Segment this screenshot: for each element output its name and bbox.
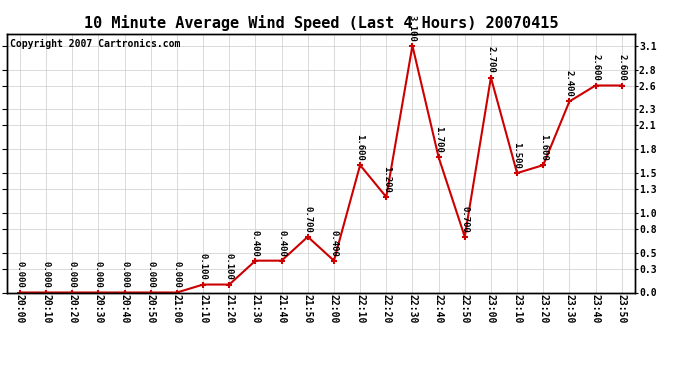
Text: 0.000: 0.000 xyxy=(146,261,155,288)
Text: 3.100: 3.100 xyxy=(408,15,417,42)
Text: 0.100: 0.100 xyxy=(225,254,234,280)
Text: 2.600: 2.600 xyxy=(618,54,627,81)
Text: 2.600: 2.600 xyxy=(591,54,600,81)
Text: 0.000: 0.000 xyxy=(41,261,50,288)
Text: 0.000: 0.000 xyxy=(15,261,24,288)
Text: 1.600: 1.600 xyxy=(539,134,548,161)
Text: Copyright 2007 Cartronics.com: Copyright 2007 Cartronics.com xyxy=(10,39,180,49)
Text: 0.400: 0.400 xyxy=(277,230,286,256)
Text: 1.200: 1.200 xyxy=(382,166,391,193)
Text: 0.000: 0.000 xyxy=(94,261,103,288)
Text: 0.400: 0.400 xyxy=(251,230,260,256)
Text: 0.000: 0.000 xyxy=(68,261,77,288)
Title: 10 Minute Average Wind Speed (Last 4 Hours) 20070415: 10 Minute Average Wind Speed (Last 4 Hou… xyxy=(83,15,558,31)
Text: 0.000: 0.000 xyxy=(120,261,129,288)
Text: 1.500: 1.500 xyxy=(513,142,522,169)
Text: 0.100: 0.100 xyxy=(199,254,208,280)
Text: 1.700: 1.700 xyxy=(434,126,443,153)
Text: 2.700: 2.700 xyxy=(486,46,495,74)
Text: 2.400: 2.400 xyxy=(565,70,574,97)
Text: 0.700: 0.700 xyxy=(460,206,469,232)
Text: 0.400: 0.400 xyxy=(329,230,338,256)
Text: 0.700: 0.700 xyxy=(304,206,313,232)
Text: 0.000: 0.000 xyxy=(172,261,181,288)
Text: 1.600: 1.600 xyxy=(355,134,364,161)
